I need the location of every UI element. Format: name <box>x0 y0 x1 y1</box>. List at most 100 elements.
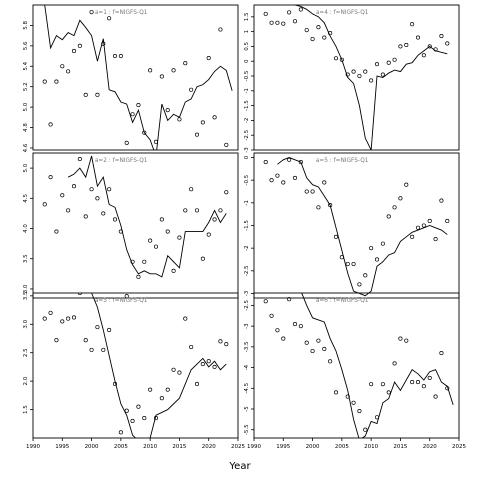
y-tick-label: -4 <box>244 364 250 370</box>
x-tick-label: 1995 <box>276 444 290 450</box>
observed-point <box>310 348 315 354</box>
observed-point <box>398 336 403 341</box>
observed-point <box>292 322 298 327</box>
fitted-line <box>44 5 233 150</box>
observed-point <box>83 214 88 219</box>
observed-point <box>345 72 350 77</box>
observed-point <box>351 400 356 405</box>
observed-point <box>218 339 223 344</box>
y-tick-label: 3.0 <box>23 284 29 293</box>
observed-point <box>89 187 94 192</box>
y-tick-label: 3.0 <box>23 319 29 328</box>
x-tick-label: 2010 <box>143 444 157 450</box>
observed-point <box>101 347 106 352</box>
y-tick-label: -1 <box>244 200 250 205</box>
observed-point <box>287 297 292 302</box>
x-tick-label: 2025 <box>452 444 466 450</box>
y-tick-label: -3 <box>244 290 250 296</box>
observed-point <box>404 182 409 187</box>
x-tick-label: 2000 <box>306 444 320 450</box>
y-tick-label: 2.0 <box>23 376 29 385</box>
observed-point <box>171 268 176 273</box>
observed-point <box>42 316 47 321</box>
observed-point <box>183 316 188 321</box>
observed-point <box>281 336 286 341</box>
observed-point <box>218 208 223 213</box>
observed-point <box>415 380 421 385</box>
panel-1: 4.6 4.8 5.0 5.2 5.4 5.6 5.8 a=1 : f=NIGFS-Q1 <box>23 4 239 152</box>
observed-point <box>281 21 286 26</box>
observed-point <box>287 10 292 15</box>
y-tick-label: 0 <box>244 59 250 63</box>
observed-point <box>374 257 380 262</box>
observed-point <box>54 79 59 84</box>
observed-point <box>177 370 182 375</box>
observed-point <box>165 387 170 392</box>
observed-point <box>130 259 135 264</box>
y-tick-label: 1 <box>244 30 250 34</box>
observed-point <box>200 120 205 125</box>
observed-point <box>159 396 164 401</box>
observed-point <box>48 175 53 180</box>
x-tick-label: 2020 <box>202 444 216 450</box>
observed-point <box>275 328 280 333</box>
y-tick-label: -4.5 <box>244 382 250 393</box>
fitted-line <box>294 5 448 150</box>
panel-frame <box>253 292 460 439</box>
observed-point <box>316 205 321 210</box>
observed-point <box>107 327 112 333</box>
y-tick-label: -2 <box>244 245 250 250</box>
y-tick-label: 0 <box>244 155 250 159</box>
observed-point <box>206 232 211 237</box>
observed-point <box>386 214 391 219</box>
observed-point <box>112 54 118 59</box>
observed-point <box>136 103 141 108</box>
observed-point <box>89 10 94 15</box>
panel-title: a=4 : f=NIGFS-Q1 <box>316 10 369 16</box>
observed-point <box>275 173 280 178</box>
observed-point <box>183 61 188 66</box>
x-tick-label: 2005 <box>335 444 349 450</box>
x-tick-label: 1995 <box>55 444 69 450</box>
y-tick-label: 4.5 <box>23 193 29 202</box>
y-tick-label: 1.5 <box>23 405 29 414</box>
observed-point <box>89 347 94 352</box>
observed-point <box>142 416 147 421</box>
observed-point <box>101 211 106 216</box>
observed-point <box>212 217 217 222</box>
observed-point <box>206 359 211 364</box>
observed-point <box>83 338 88 343</box>
observed-point <box>333 390 339 395</box>
observed-point <box>298 324 303 329</box>
observed-point <box>363 273 368 278</box>
observed-point <box>415 35 421 40</box>
observed-point <box>363 427 368 432</box>
observed-point <box>66 69 71 74</box>
observed-point <box>112 381 118 387</box>
observed-point <box>345 394 350 399</box>
observed-point <box>83 92 88 97</box>
observed-point <box>200 256 205 261</box>
observed-point <box>177 235 182 240</box>
observed-point <box>427 44 432 49</box>
observed-point <box>386 60 391 65</box>
y-tick-label: 1.5 <box>244 12 250 21</box>
observed-point <box>165 229 170 234</box>
y-tick-label: -3.5 <box>244 341 250 352</box>
observed-point <box>310 189 315 194</box>
observed-point <box>439 351 444 356</box>
y-tick-label: 5.0 <box>23 102 29 111</box>
observed-point <box>148 238 153 243</box>
x-tick-label: 2015 <box>393 444 407 450</box>
observed-point <box>42 79 47 84</box>
observed-point <box>60 319 65 324</box>
observed-point <box>310 36 315 42</box>
x-tick-label: 1990 <box>26 444 40 450</box>
observed-point <box>124 294 129 298</box>
x-axes: 1990 1995 2000 2005 2010 2015 2020 2025 1990 1995… <box>26 438 466 450</box>
observed-point <box>275 20 280 25</box>
y-tick-label: -3 <box>244 147 250 153</box>
panel-frame <box>253 152 460 299</box>
observed-point <box>445 386 450 391</box>
y-tick-label: -2 <box>244 118 250 123</box>
